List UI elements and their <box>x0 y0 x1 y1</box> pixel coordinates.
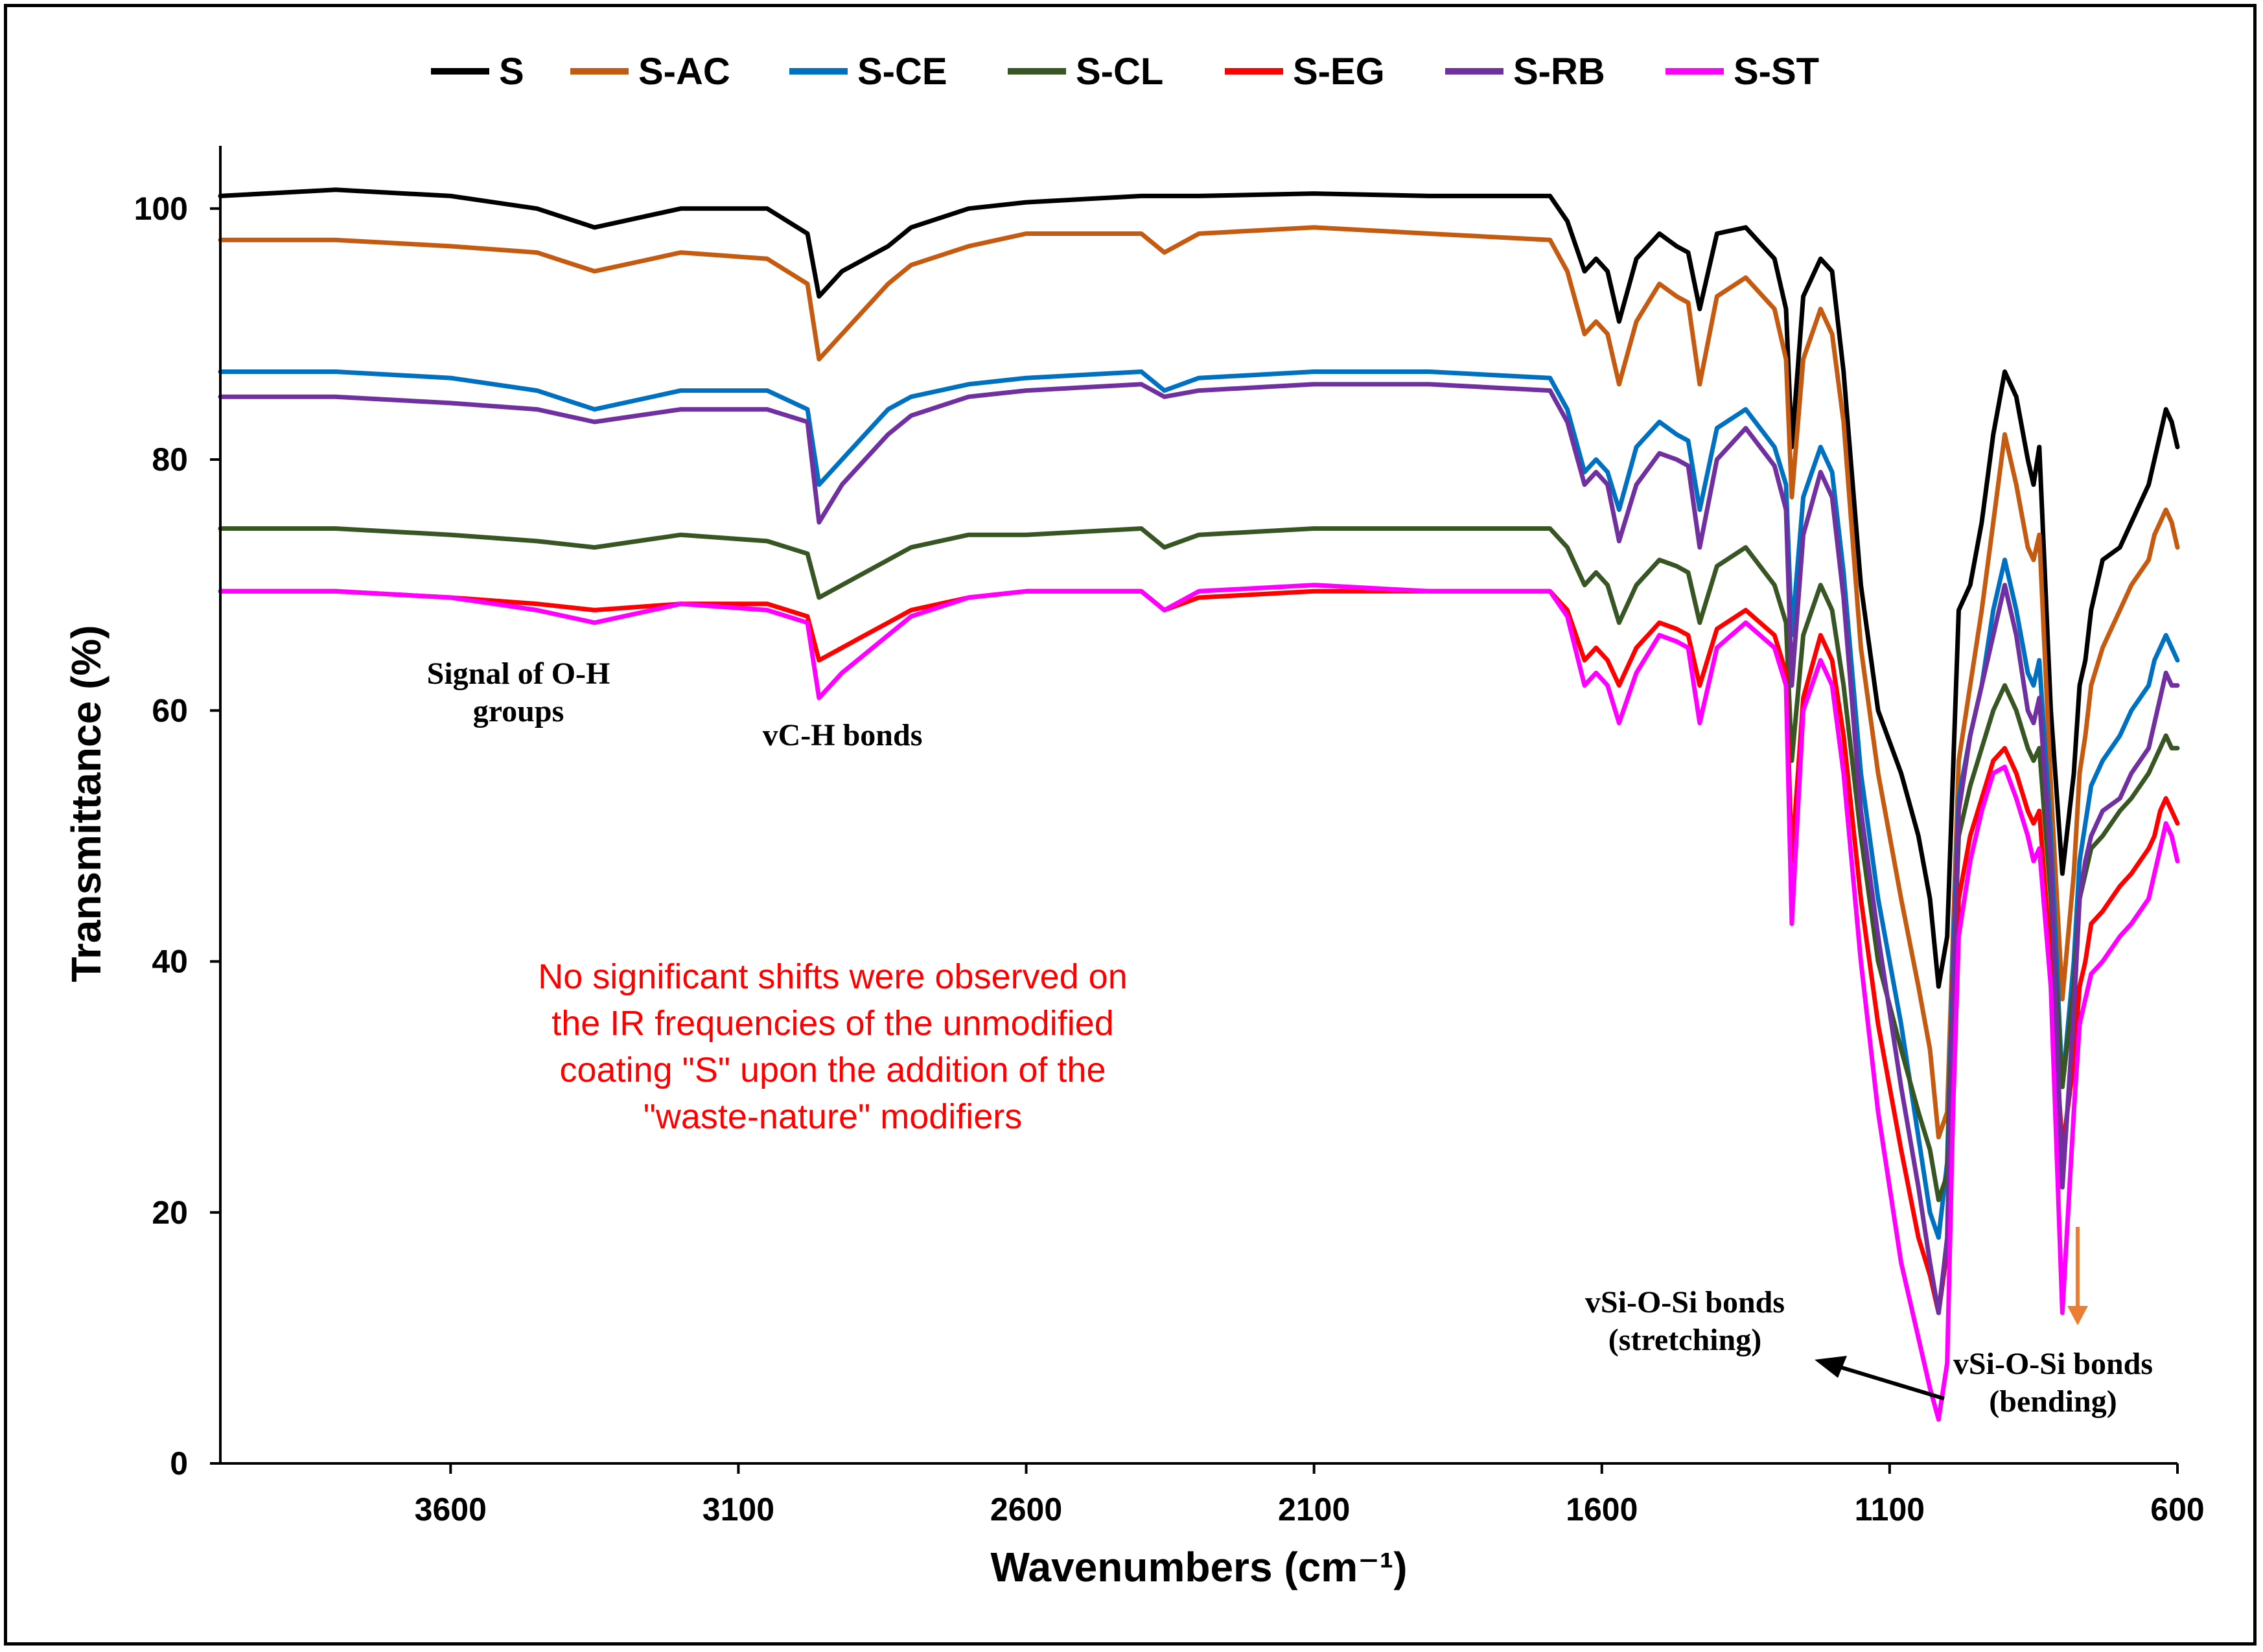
x-tick-label: 1600 <box>1566 1491 1638 1528</box>
y-axis-title: Transmittance (%) <box>63 625 110 982</box>
axes <box>219 146 2177 1465</box>
x-tick-label: 3600 <box>415 1491 487 1528</box>
annotation-line: vSi-O-Si bonds <box>1953 1347 2153 1381</box>
y-tick-label: 100 <box>134 191 188 227</box>
legend: S S-AC S-CE S-CL S-EG S-RB S-ST <box>431 51 1819 93</box>
x-axis-title: Wavenumbers (cm⁻¹) <box>990 1544 1407 1590</box>
legend-label: S-RB <box>1513 51 1605 93</box>
series-line-s-ac <box>218 225 2180 1140</box>
legend-label: S-AC <box>638 51 730 93</box>
series-line-s <box>218 187 2180 989</box>
annotation-line: (bending) <box>1989 1384 2117 1419</box>
annotation-line: Signal of O-H <box>427 657 610 691</box>
legend-label: S-EG <box>1293 51 1385 93</box>
stretching-arrow-shaft <box>1837 1364 1945 1401</box>
y-tick-label: 0 <box>170 1445 188 1482</box>
x-ticks: 3600 3100 2600 2100 1600 1100 600 <box>415 1463 2205 1528</box>
series-line-s-st <box>218 583 2180 1422</box>
annotation-line: vSi-O-Si bonds <box>1585 1285 1785 1320</box>
annotation-text: vSi-O-Si bonds (stretching) <box>1585 1285 1785 1357</box>
annotation-line: groups <box>473 694 564 728</box>
annotation-line: No significant shifts were observed on <box>538 957 1127 996</box>
annotations: Signal of O-H groups vC-H bonds vSi-O-Si bo… <box>427 657 2153 1419</box>
legend-label: S <box>499 51 524 93</box>
annotation-line: vC-H bonds <box>763 718 923 752</box>
annotation-line: (stretching) <box>1608 1323 1761 1357</box>
annotation-text: vC-H bonds <box>763 718 923 752</box>
y-tick-label: 20 <box>152 1194 188 1231</box>
x-tick-label: 2100 <box>1278 1491 1350 1528</box>
x-tick-label: 600 <box>2150 1491 2204 1528</box>
y-tick-label: 60 <box>152 692 188 728</box>
series-line-s-cl <box>218 526 2180 1202</box>
annotation-line: the IR frequencies of the unmodified <box>551 1004 1114 1043</box>
y-tick-label: 80 <box>152 441 188 478</box>
bending-arrow-head <box>2067 1306 2088 1325</box>
annotation-text: vSi-O-Si bonds (bending) <box>1953 1347 2153 1419</box>
x-tick-label: 2600 <box>990 1491 1062 1528</box>
x-tick-label: 3100 <box>702 1491 774 1528</box>
annotation-line: "waste-nature" modifiers <box>644 1097 1023 1136</box>
y-ticks: 0 20 40 60 80 100 <box>134 191 220 1482</box>
x-tick-label: 1100 <box>1855 1491 1925 1528</box>
legend-label: S-ST <box>1734 51 1819 93</box>
annotation-text: No significant shifts were observed on th… <box>538 957 1127 1136</box>
stretching-arrow-head <box>1815 1356 1847 1378</box>
annotation-text: Signal of O-H groups <box>427 657 610 728</box>
annotation-line: coating "S" upon the addition of the <box>560 1051 1106 1089</box>
figure-frame <box>4 4 2257 1646</box>
series-line-s-rb <box>218 382 2180 1316</box>
legend-label: S-CL <box>1076 51 1163 93</box>
y-tick-label: 40 <box>152 944 188 980</box>
series-layer <box>218 187 2180 1422</box>
legend-label: S-CE <box>857 51 947 93</box>
